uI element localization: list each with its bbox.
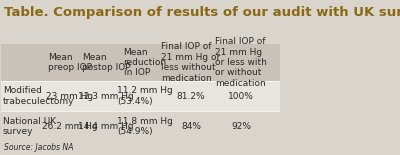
Text: Mean
preop IOP: Mean preop IOP	[48, 53, 92, 72]
Text: 26.2 mm Hg: 26.2 mm Hg	[42, 122, 98, 131]
FancyBboxPatch shape	[1, 81, 280, 111]
FancyBboxPatch shape	[1, 111, 280, 141]
Text: 12.3 mm Hg: 12.3 mm Hg	[78, 92, 134, 101]
FancyBboxPatch shape	[1, 44, 280, 81]
Text: 14.4 mm Hg: 14.4 mm Hg	[78, 122, 134, 131]
Text: 23 mm Hg: 23 mm Hg	[46, 92, 93, 101]
Text: Final IOP of
21 mm Hg or
less without
medication: Final IOP of 21 mm Hg or less without me…	[162, 42, 221, 83]
Text: Modified
trabeculectomy: Modified trabeculectomy	[3, 86, 74, 106]
Text: Final IOP of
21 mm Hg
or less with
or without
medication: Final IOP of 21 mm Hg or less with or wi…	[215, 37, 267, 88]
Text: Mean
reduction
in IOP: Mean reduction in IOP	[124, 48, 167, 77]
Text: 11.2 mm Hg
(53.4%): 11.2 mm Hg (53.4%)	[117, 86, 173, 106]
Text: 11.8 mm Hg
(54.9%): 11.8 mm Hg (54.9%)	[117, 117, 173, 136]
Text: Mean
postop IOP: Mean postop IOP	[82, 53, 130, 72]
Text: National UK
survey: National UK survey	[3, 117, 56, 136]
Text: 100%: 100%	[228, 92, 254, 101]
Text: 84%: 84%	[181, 122, 201, 131]
Text: 92%: 92%	[231, 122, 251, 131]
Text: 81.2%: 81.2%	[177, 92, 206, 101]
Text: Table. Comparison of results of our audit with UK survey: Table. Comparison of results of our audi…	[4, 6, 400, 19]
Text: Source: Jacobs NA: Source: Jacobs NA	[4, 143, 74, 152]
